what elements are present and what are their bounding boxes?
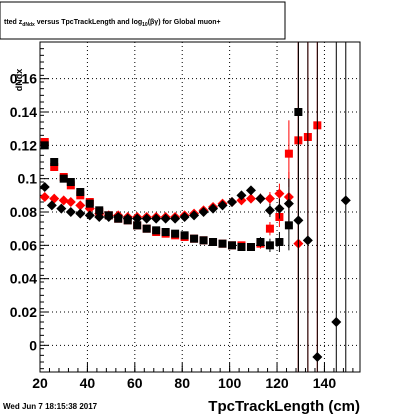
data-point-square — [228, 241, 236, 250]
data-point-diamond — [189, 210, 200, 221]
data-point-diamond — [65, 207, 76, 217]
x-tick-label: 100 — [218, 375, 242, 391]
timestamp: Wed Jun 7 18:15:38 2017 — [3, 402, 98, 411]
data-point-diamond — [302, 235, 313, 246]
data-point-diamond — [113, 212, 124, 222]
data-point-diamond — [179, 212, 190, 222]
data-point-diamond — [75, 208, 86, 219]
y-tick-label: 0.16 — [10, 71, 37, 87]
data-point-square — [190, 234, 199, 243]
data-point-diamond — [58, 195, 69, 206]
data-point-diamond — [245, 185, 256, 196]
data-point-diamond — [141, 213, 152, 224]
data-point-square — [180, 231, 189, 240]
y-axis-label: dNdx — [14, 69, 24, 92]
data-point-square — [237, 243, 246, 251]
data-point-square — [66, 178, 75, 186]
y-tick-label: 0.14 — [10, 104, 37, 120]
data-point-diamond — [75, 200, 86, 211]
data-point-diamond — [331, 317, 342, 327]
data-point-diamond — [274, 188, 285, 199]
y-tick-label: 0 — [29, 337, 37, 353]
data-point-square — [256, 238, 265, 246]
data-point-diamond — [217, 200, 228, 211]
data-point-square — [152, 226, 161, 235]
data-point-diamond — [293, 215, 304, 226]
data-point-diamond — [160, 213, 171, 224]
data-point-diamond — [46, 200, 57, 211]
data-point-square — [275, 238, 284, 246]
data-point-square — [265, 241, 274, 250]
data-point-square — [133, 221, 142, 230]
data-point-square — [59, 174, 68, 183]
y-tick-label: 0.08 — [10, 204, 37, 220]
data-point-square — [161, 228, 170, 236]
data-point-square — [218, 239, 227, 248]
y-tick-label: 0.06 — [10, 237, 37, 253]
data-point-square — [95, 206, 104, 215]
plot-frame — [39, 41, 361, 373]
data-point-diamond — [340, 195, 351, 206]
data-point-diamond — [198, 207, 209, 217]
data-point-diamond — [103, 212, 114, 222]
data-point-square — [85, 199, 94, 208]
data-point-diamond — [208, 203, 219, 214]
x-axis-label: TpcTrackLength (cm) — [208, 398, 360, 414]
data-point-square — [76, 188, 85, 196]
data-point-diamond — [65, 197, 76, 207]
data-point-diamond — [132, 213, 143, 224]
x-tick-label: 80 — [174, 375, 190, 391]
y-tick-label: 0.1 — [18, 171, 38, 187]
data-point-diamond — [264, 205, 275, 216]
data-point-square — [246, 243, 255, 251]
y-tick-label: 0.12 — [10, 137, 37, 153]
data-point-diamond — [227, 197, 237, 207]
data-point-square — [142, 224, 151, 233]
axes: 0 0.02 0.04 0.06 0.08 0.1 0.12 0.14 0.16 20 40 60 80… — [10, 48, 354, 391]
chart-title: tted zdNdx versus TpcTrackLength and log… — [4, 19, 221, 28]
x-tick-label: 20 — [32, 375, 48, 391]
data-point-square — [50, 158, 59, 166]
data-point-diamond — [39, 192, 50, 202]
x-tick-label: 40 — [80, 375, 96, 391]
data-point-diamond — [236, 190, 247, 201]
x-tick-label: 140 — [313, 375, 337, 391]
data-point-diamond — [264, 193, 275, 204]
data-point-diamond — [312, 352, 323, 362]
data-marks — [39, 42, 351, 372]
data-point-diamond — [39, 182, 50, 192]
data-point-square — [209, 238, 218, 246]
data-point-diamond — [245, 193, 256, 204]
data-point-square — [284, 149, 293, 158]
data-point-square — [40, 141, 49, 150]
data-point-diamond — [255, 193, 266, 204]
data-point-square — [50, 163, 59, 171]
data-point-diamond — [84, 210, 95, 221]
title-box — [0, 1, 286, 40]
data-point-square — [171, 229, 180, 238]
data-point-square — [265, 224, 274, 233]
data-point-square — [199, 236, 208, 245]
y-tick-label: 0.04 — [10, 271, 37, 287]
data-point-diamond — [122, 213, 133, 224]
x-tick-label: 120 — [265, 375, 289, 391]
data-point-diamond — [170, 213, 181, 224]
data-point-diamond — [283, 198, 294, 209]
data-point-diamond — [274, 203, 285, 214]
x-tick-label: 60 — [127, 375, 143, 391]
data-point-diamond — [94, 212, 105, 222]
data-point-diamond — [151, 213, 162, 224]
y-tick-label: 0.02 — [10, 304, 37, 320]
data-point-diamond — [56, 203, 67, 214]
